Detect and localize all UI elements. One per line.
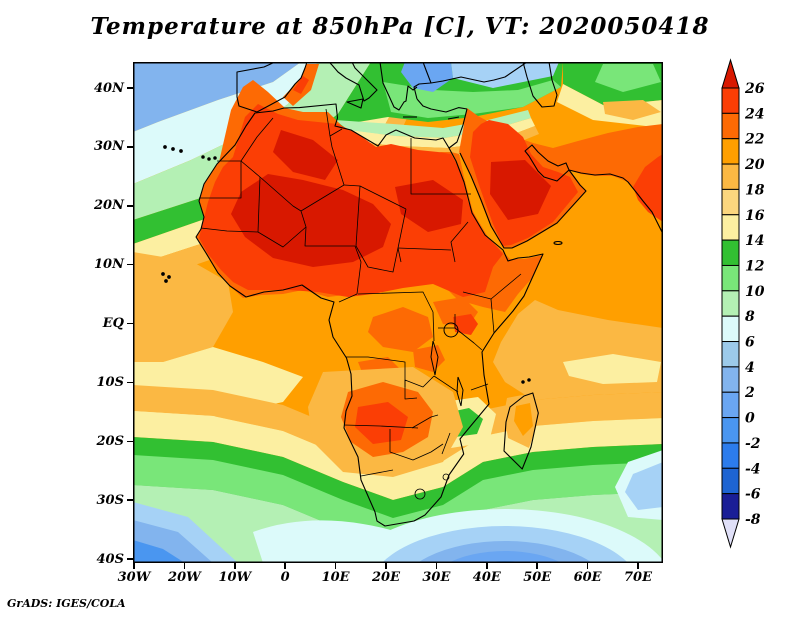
x-tick-label: 20E — [372, 570, 400, 585]
colorbar-arrow-down — [721, 518, 740, 549]
borders-layer — [199, 108, 522, 500]
africa-temperature-map — [133, 61, 673, 618]
colorbar-label: 22 — [744, 132, 765, 148]
x-tick-label: 60E — [573, 570, 602, 585]
colorbar-segment — [721, 442, 740, 469]
x-tick-label: 30W — [117, 570, 151, 585]
colorbar-segment — [721, 417, 740, 444]
x-tick-label: 20W — [168, 570, 201, 585]
x-tick-mark — [284, 563, 286, 569]
colorbar-label: -6 — [745, 487, 761, 503]
y-tick-mark — [127, 205, 133, 207]
x-tick-mark — [586, 563, 589, 569]
colorbar-label: 2 — [744, 385, 755, 401]
x-tick-mark — [234, 563, 236, 569]
x-tick-mark — [637, 563, 639, 569]
colorbar-segment — [721, 493, 740, 520]
x-tick-mark — [133, 563, 135, 569]
colorbar-arrow-up — [721, 58, 740, 89]
colorbar-label: 18 — [745, 182, 765, 198]
y-tick-label: 10N — [94, 257, 124, 273]
y-tick-mark — [127, 146, 133, 148]
x-tick-label: 10E — [321, 570, 350, 585]
y-tick-label: EQ — [102, 316, 124, 331]
colorbar-label: 4 — [745, 360, 755, 376]
colorbar-segment — [721, 366, 740, 393]
colorbar-segment — [721, 341, 740, 368]
y-tick-mark — [127, 558, 133, 560]
y-tick-mark — [127, 499, 133, 501]
map-frame-border — [133, 62, 663, 563]
x-tick-label: 70E — [624, 570, 652, 585]
colorbar-label: 0 — [745, 411, 755, 427]
x-tick-label: 40E — [472, 570, 501, 585]
y-tick-mark — [127, 381, 133, 384]
y-tick-mark — [127, 322, 133, 325]
x-tick-mark — [536, 563, 538, 569]
colorbar-label: 12 — [745, 258, 765, 274]
y-tick-label: 40S — [96, 551, 124, 567]
colorbar-label: -2 — [745, 436, 761, 452]
colorbar-label: 14 — [745, 233, 764, 249]
x-tick-label: 0 — [280, 570, 290, 585]
temperature-fill-layer — [133, 62, 673, 618]
colorbar-label: 16 — [745, 208, 765, 224]
colorbar-segment — [721, 188, 740, 216]
lakes-layer — [430, 322, 464, 407]
x-tick-label: 50E — [523, 570, 552, 585]
y-tick-label: 10S — [96, 374, 124, 390]
grads-credit: GrADS: IGES/COLA — [7, 597, 126, 610]
y-tick-label: 30S — [96, 492, 124, 508]
y-tick-label: 20S — [96, 433, 124, 449]
colorbar-segment — [721, 315, 740, 343]
colorbar-label: 8 — [745, 309, 755, 325]
x-tick-label: 10W — [218, 570, 252, 585]
x-tick-mark — [435, 563, 438, 569]
colorbar-segment — [721, 239, 740, 266]
colorbar-label: 6 — [745, 335, 755, 351]
colorbar-segment — [721, 264, 740, 292]
map-area — [133, 61, 673, 618]
y-tick-label: 40N — [94, 80, 124, 96]
x-tick-label: 30E — [422, 570, 451, 585]
x-tick-mark — [183, 563, 186, 569]
colorbar-segment — [721, 290, 740, 317]
y-tick-label: 20N — [94, 198, 124, 214]
colorbar-label: 24 — [744, 106, 764, 122]
y-tick-mark — [127, 87, 133, 89]
colorbar-segment — [721, 391, 740, 419]
x-tick-mark — [334, 563, 337, 569]
colorbar-label: -8 — [745, 512, 761, 528]
y-tick-mark — [127, 440, 133, 442]
colorbar-label: -4 — [745, 461, 761, 477]
colorbar-segment — [721, 138, 740, 165]
colorbar-label: 20 — [744, 157, 765, 173]
colorbar-segment — [721, 214, 740, 241]
coastlines-layer — [161, 61, 664, 527]
colorbar-segment — [721, 163, 740, 190]
y-tick-mark — [127, 263, 133, 266]
y-tick-label: 30N — [94, 139, 124, 155]
colorbar-label: 10 — [745, 284, 765, 300]
x-tick-mark — [385, 563, 387, 569]
colorbar-segment — [721, 467, 740, 495]
colorbar-segment — [721, 87, 740, 114]
colorbar-segment — [721, 112, 740, 140]
x-tick-mark — [486, 563, 488, 569]
plot-title: Temperature at 850hPa [C], VT: 202005041… — [90, 13, 710, 40]
colorbar-label: 26 — [744, 81, 765, 97]
